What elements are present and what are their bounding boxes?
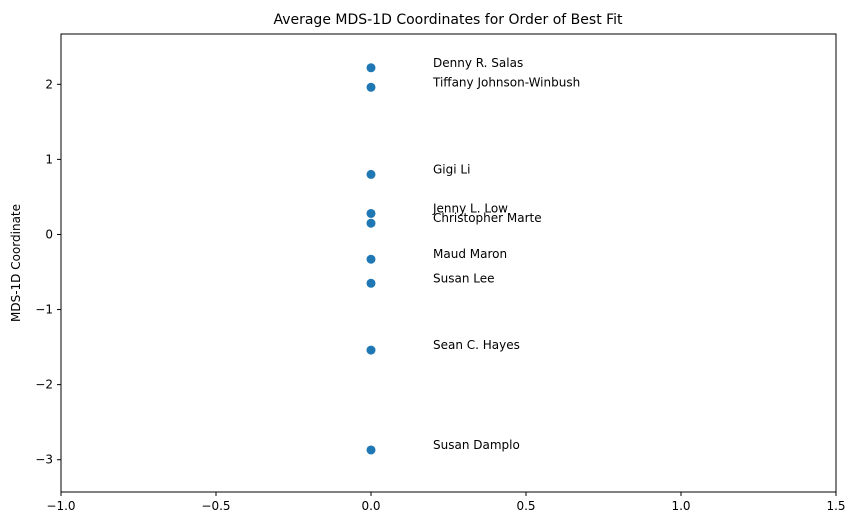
y-axis: 2 1 0 −1 −2 −3 <box>35 77 61 467</box>
point-label: Susan Lee <box>433 271 495 285</box>
x-tick-label: 0.5 <box>516 499 535 513</box>
y-tick-label: 0 <box>45 227 53 241</box>
point-label: Denny R. Salas <box>433 56 523 70</box>
x-tick-label: 1.5 <box>826 499 845 513</box>
data-point <box>366 208 376 218</box>
plot-frame <box>60 33 837 493</box>
y-tick-label: −3 <box>35 453 53 467</box>
point-label: Gigi Li <box>433 162 470 176</box>
point-labels: Denny R. Salas Tiffany Johnson-Winbush Gig… <box>432 56 580 452</box>
point-label: Susan Damplo <box>433 438 520 452</box>
chart-title: Average MDS-1D Coordinates for Order of … <box>273 12 623 28</box>
y-tick-label: 2 <box>45 77 53 91</box>
data-points <box>366 63 376 455</box>
x-axis: −1.0 −0.5 0.0 0.5 1.0 1.5 <box>46 492 846 513</box>
y-tick-label: −1 <box>35 303 53 317</box>
data-point <box>366 254 376 264</box>
x-tick-label: 0.0 <box>361 499 380 513</box>
point-label: Sean C. Hayes <box>433 338 520 352</box>
data-point <box>366 169 376 179</box>
y-tick-label: 1 <box>45 152 53 166</box>
y-axis-label: MDS-1D Coordinate <box>9 204 23 322</box>
point-label: Christopher Marte <box>433 211 542 225</box>
data-point <box>366 218 376 228</box>
point-label: Maud Maron <box>433 247 507 261</box>
data-point <box>366 82 376 92</box>
data-point <box>366 278 376 288</box>
data-point <box>366 345 376 355</box>
x-tick-label: −0.5 <box>201 499 230 513</box>
x-tick-label: −1.0 <box>46 499 75 513</box>
data-point <box>366 445 376 455</box>
data-point <box>366 63 376 73</box>
y-tick-label: −2 <box>35 378 53 392</box>
point-label: Tiffany Johnson-Winbush <box>432 75 580 89</box>
point-label: Jenny L. Low <box>432 201 508 215</box>
x-tick-label: 1.0 <box>671 499 690 513</box>
